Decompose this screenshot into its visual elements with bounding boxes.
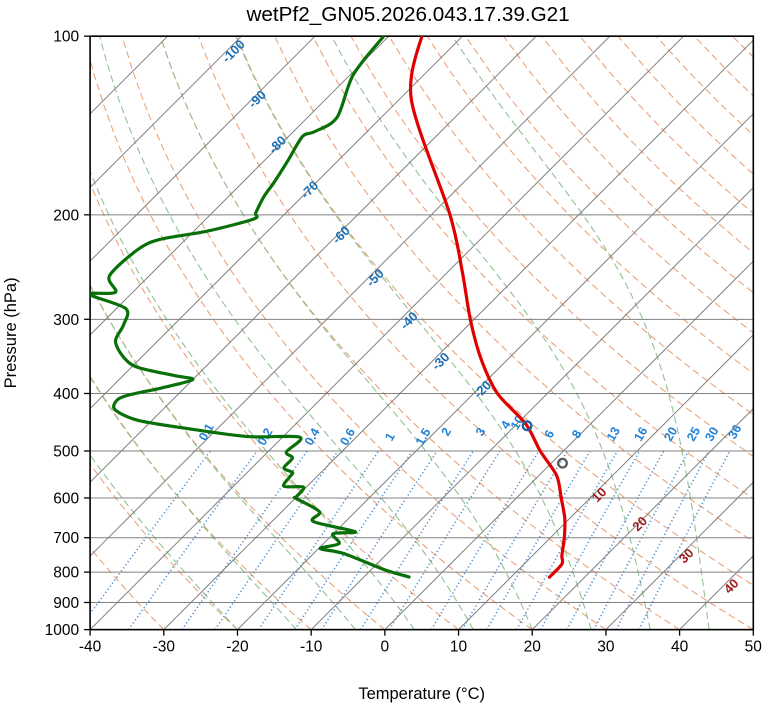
svg-text:1000: 1000 <box>45 622 80 639</box>
svg-text:-40: -40 <box>79 639 102 656</box>
svg-text:40: 40 <box>671 639 689 656</box>
svg-text:400: 400 <box>53 386 79 403</box>
svg-text:300: 300 <box>53 312 79 329</box>
svg-text:Temperature (°C): Temperature (°C) <box>358 685 485 703</box>
svg-text:10: 10 <box>450 639 468 656</box>
svg-text:600: 600 <box>53 491 79 508</box>
svg-text:800: 800 <box>53 565 79 582</box>
svg-text:-20: -20 <box>226 639 249 656</box>
svg-text:50: 50 <box>745 639 763 656</box>
svg-text:20: 20 <box>524 639 542 656</box>
svg-text:30: 30 <box>597 639 615 656</box>
svg-text:wetPf2_GN05.2026.043.17.39.G21: wetPf2_GN05.2026.043.17.39.G21 <box>245 3 569 26</box>
svg-text:900: 900 <box>53 595 79 612</box>
svg-text:100: 100 <box>53 29 79 46</box>
svg-text:-10: -10 <box>300 639 323 656</box>
svg-text:0: 0 <box>381 639 390 656</box>
svg-text:Pressure (hPa): Pressure (hPa) <box>2 277 20 388</box>
svg-text:-30: -30 <box>153 639 176 656</box>
svg-text:500: 500 <box>53 444 79 461</box>
svg-text:200: 200 <box>53 207 79 224</box>
svg-text:700: 700 <box>53 530 79 547</box>
